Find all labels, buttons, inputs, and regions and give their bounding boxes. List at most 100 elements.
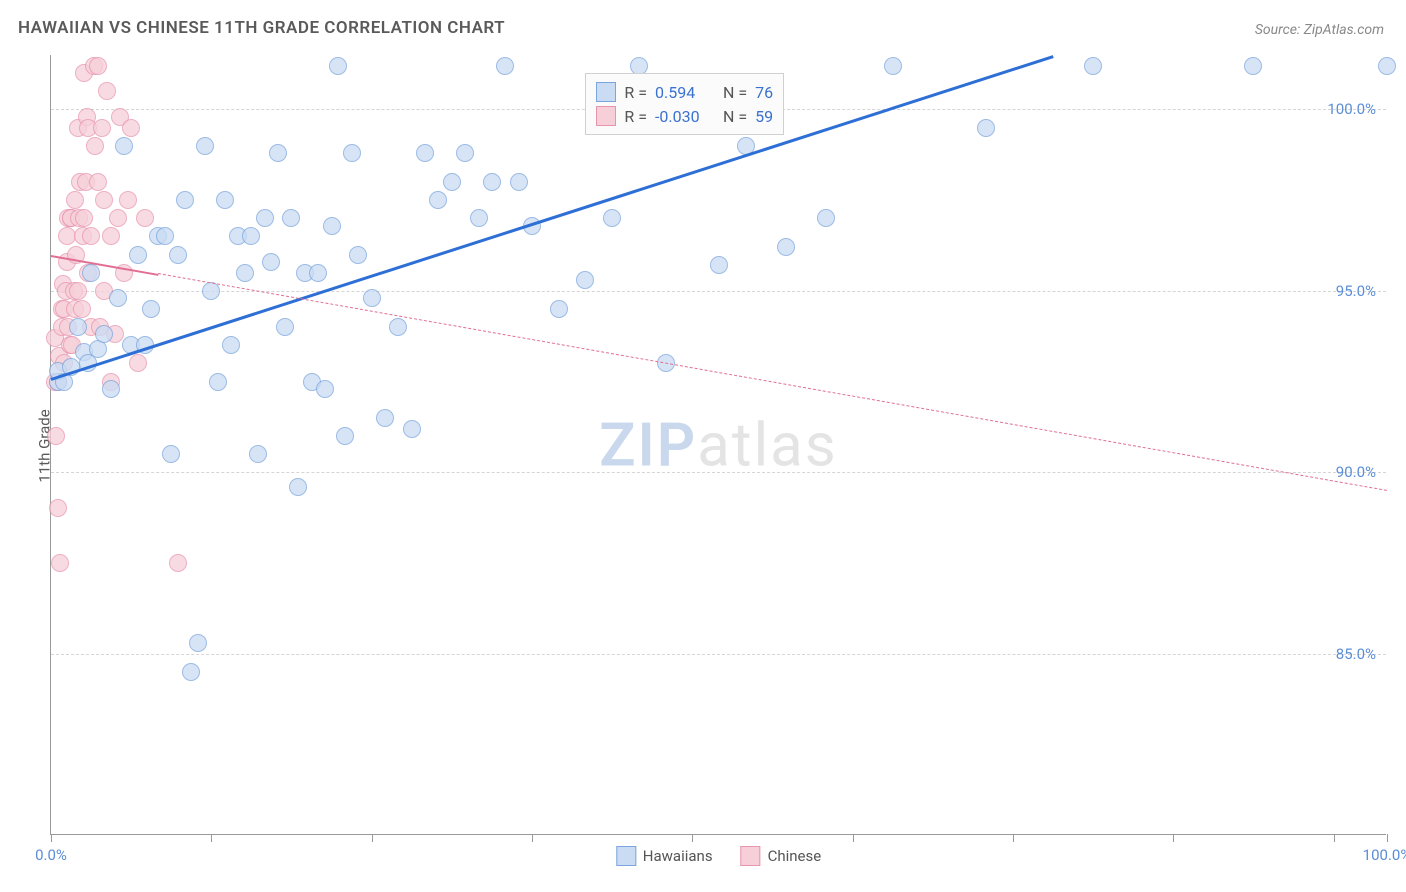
- legend-swatch-hawaiians: [616, 846, 636, 866]
- plot-area: ZIPatlas HawaiiansChinese 85.0%90.0%95.0…: [50, 55, 1386, 835]
- scatter-point-hawaiians: [363, 289, 381, 307]
- r-value: 0.594: [655, 83, 715, 102]
- x-tick: [211, 834, 212, 842]
- scatter-point-hawaiians: [323, 217, 341, 235]
- scatter-point-chinese: [119, 191, 137, 209]
- x-tick-label: 100.0%: [1363, 846, 1406, 864]
- scatter-point-chinese: [75, 209, 93, 227]
- x-tick: [1013, 834, 1014, 842]
- scatter-point-hawaiians: [343, 144, 361, 162]
- scatter-point-hawaiians: [456, 144, 474, 162]
- scatter-point-hawaiians: [817, 209, 835, 227]
- gridline-h: [51, 654, 1386, 655]
- n-label: N =: [723, 83, 747, 102]
- gridline-h: [51, 472, 1386, 473]
- scatter-point-hawaiians: [176, 191, 194, 209]
- scatter-point-chinese: [51, 554, 69, 572]
- scatter-point-hawaiians: [196, 137, 214, 155]
- scatter-point-chinese: [122, 119, 140, 137]
- scatter-point-hawaiians: [336, 427, 354, 445]
- scatter-point-chinese: [109, 209, 127, 227]
- scatter-point-chinese: [136, 209, 154, 227]
- scatter-point-hawaiians: [576, 271, 594, 289]
- scatter-point-hawaiians: [182, 663, 200, 681]
- scatter-point-hawaiians: [389, 318, 407, 336]
- x-tick: [1387, 834, 1388, 842]
- scatter-point-hawaiians: [470, 209, 488, 227]
- scatter-point-hawaiians: [329, 57, 347, 75]
- scatter-point-hawaiians: [289, 478, 307, 496]
- scatter-point-hawaiians: [603, 209, 621, 227]
- correlation-row-hawaiians: R = 0.594 N = 76: [596, 80, 773, 104]
- r-label: R =: [624, 83, 647, 102]
- legend-item-chinese: Chinese: [741, 846, 822, 866]
- scatter-point-hawaiians: [95, 325, 113, 343]
- x-tick: [853, 834, 854, 842]
- x-tick: [372, 834, 373, 842]
- scatter-point-hawaiians: [416, 144, 434, 162]
- scatter-point-chinese: [169, 554, 187, 572]
- scatter-point-chinese: [66, 191, 84, 209]
- n-value: 59: [755, 107, 773, 126]
- gridline-h: [51, 291, 1386, 292]
- scatter-point-hawaiians: [276, 318, 294, 336]
- y-tick-label: 95.0%: [1336, 282, 1376, 300]
- chart-title: HAWAIIAN VS CHINESE 11TH GRADE CORRELATI…: [18, 18, 505, 38]
- scatter-point-hawaiians: [316, 380, 334, 398]
- x-tick-label: 0.0%: [35, 846, 67, 864]
- scatter-point-hawaiians: [115, 137, 133, 155]
- legend-swatch-chinese: [596, 106, 616, 126]
- scatter-point-chinese: [89, 57, 107, 75]
- scatter-point-chinese: [69, 282, 87, 300]
- x-tick: [1334, 834, 1335, 842]
- scatter-point-hawaiians: [69, 318, 87, 336]
- scatter-point-chinese: [86, 137, 104, 155]
- correlation-box: R =0.594N =76R =-0.030N =59: [585, 73, 784, 135]
- scatter-point-hawaiians: [102, 380, 120, 398]
- scatter-point-chinese: [82, 227, 100, 245]
- scatter-point-hawaiians: [156, 227, 174, 245]
- legend-swatch-hawaiians: [596, 82, 616, 102]
- watermark-atlas: atlas: [697, 409, 837, 480]
- scatter-point-chinese: [129, 354, 147, 372]
- legend-label: Chinese: [768, 847, 822, 865]
- scatter-point-hawaiians: [189, 634, 207, 652]
- scatter-point-hawaiians: [1378, 57, 1396, 75]
- trend-line: [51, 55, 1054, 381]
- scatter-point-hawaiians: [884, 57, 902, 75]
- n-label: N =: [723, 107, 747, 126]
- scatter-point-hawaiians: [269, 144, 287, 162]
- legend-swatch-chinese: [741, 846, 761, 866]
- y-tick-label: 85.0%: [1336, 645, 1376, 663]
- scatter-point-hawaiians: [82, 264, 100, 282]
- y-tick-label: 90.0%: [1336, 463, 1376, 481]
- scatter-point-hawaiians: [169, 246, 187, 264]
- scatter-point-hawaiians: [977, 119, 995, 137]
- scatter-point-hawaiians: [510, 173, 528, 191]
- source-label: Source: ZipAtlas.com: [1255, 22, 1384, 38]
- scatter-point-chinese: [49, 499, 67, 517]
- trend-line: [158, 273, 1387, 491]
- scatter-point-hawaiians: [1244, 57, 1262, 75]
- watermark: ZIPatlas: [599, 409, 838, 480]
- scatter-point-hawaiians: [349, 246, 367, 264]
- scatter-point-hawaiians: [262, 253, 280, 271]
- n-value: 76: [755, 83, 773, 102]
- scatter-point-hawaiians: [216, 191, 234, 209]
- x-tick: [532, 834, 533, 842]
- scatter-point-chinese: [98, 82, 116, 100]
- scatter-point-chinese: [89, 173, 107, 191]
- chart-container: HAWAIIAN VS CHINESE 11TH GRADE CORRELATI…: [0, 0, 1406, 892]
- scatter-point-hawaiians: [710, 256, 728, 274]
- scatter-point-hawaiians: [129, 246, 147, 264]
- scatter-point-hawaiians: [209, 373, 227, 391]
- x-tick: [692, 834, 693, 842]
- scatter-point-hawaiians: [236, 264, 254, 282]
- scatter-point-hawaiians: [376, 409, 394, 427]
- x-tick: [51, 834, 52, 842]
- scatter-point-chinese: [47, 427, 65, 445]
- scatter-point-hawaiians: [109, 289, 127, 307]
- scatter-point-hawaiians: [403, 420, 421, 438]
- scatter-point-hawaiians: [282, 209, 300, 227]
- scatter-point-hawaiians: [242, 227, 260, 245]
